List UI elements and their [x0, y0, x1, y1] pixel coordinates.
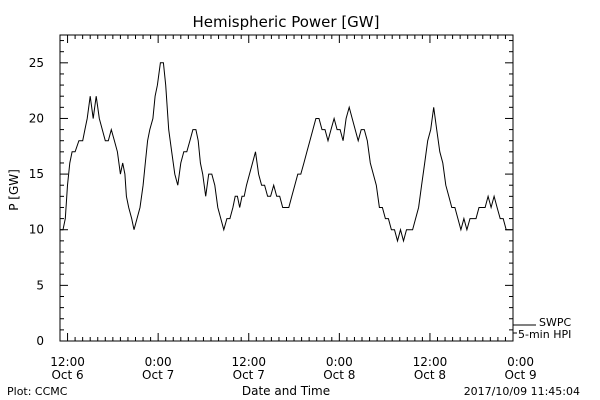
x-tick-time-label: 12:00 [50, 355, 85, 369]
footer-timestamp: 2017/10/09 11:45:04 [464, 385, 580, 398]
y-tick-label: 5 [36, 278, 44, 292]
chart-title: Hemispheric Power [GW] [193, 13, 380, 31]
x-tick-time-label: 0:00 [326, 355, 353, 369]
x-tick-date-label: Oct 6 [51, 368, 83, 382]
x-tick-date-label: Oct 7 [233, 368, 265, 382]
x-tick-time-label: 12:00 [413, 355, 448, 369]
x-axis-label: Date and Time [242, 384, 330, 398]
legend-swpc-label: SWPC [539, 316, 571, 329]
legend-hpi-label: 5-min HPI [518, 328, 571, 341]
x-tick-time-label: 12:00 [231, 355, 266, 369]
legend: SWPC 5-min HPI [513, 316, 571, 341]
x-tick-date-label: Oct 9 [504, 368, 536, 382]
y-tick-label: 0 [36, 334, 44, 348]
x-tick-time-label: 0:00 [145, 355, 172, 369]
x-tick-time-label: 0:00 [507, 355, 534, 369]
plot-frame [59, 34, 514, 342]
x-tick-date-label: Oct 8 [414, 368, 446, 382]
y-axis-ticks: 0 5 10 15 20 25 [29, 40, 513, 348]
x-tick-date-label: Oct 8 [323, 368, 355, 382]
y-tick-label: 20 [29, 111, 44, 125]
y-tick-label: 15 [29, 167, 44, 181]
y-tick-label: 25 [29, 56, 44, 70]
series-line-hpi [60, 62, 513, 243]
footer-plot-credit: Plot: CCMC [7, 385, 68, 398]
x-tick-date-label: Oct 7 [142, 368, 174, 382]
y-axis-label: P [GW] [7, 169, 21, 211]
y-tick-label: 10 [29, 223, 44, 237]
series-layer [60, 62, 513, 243]
